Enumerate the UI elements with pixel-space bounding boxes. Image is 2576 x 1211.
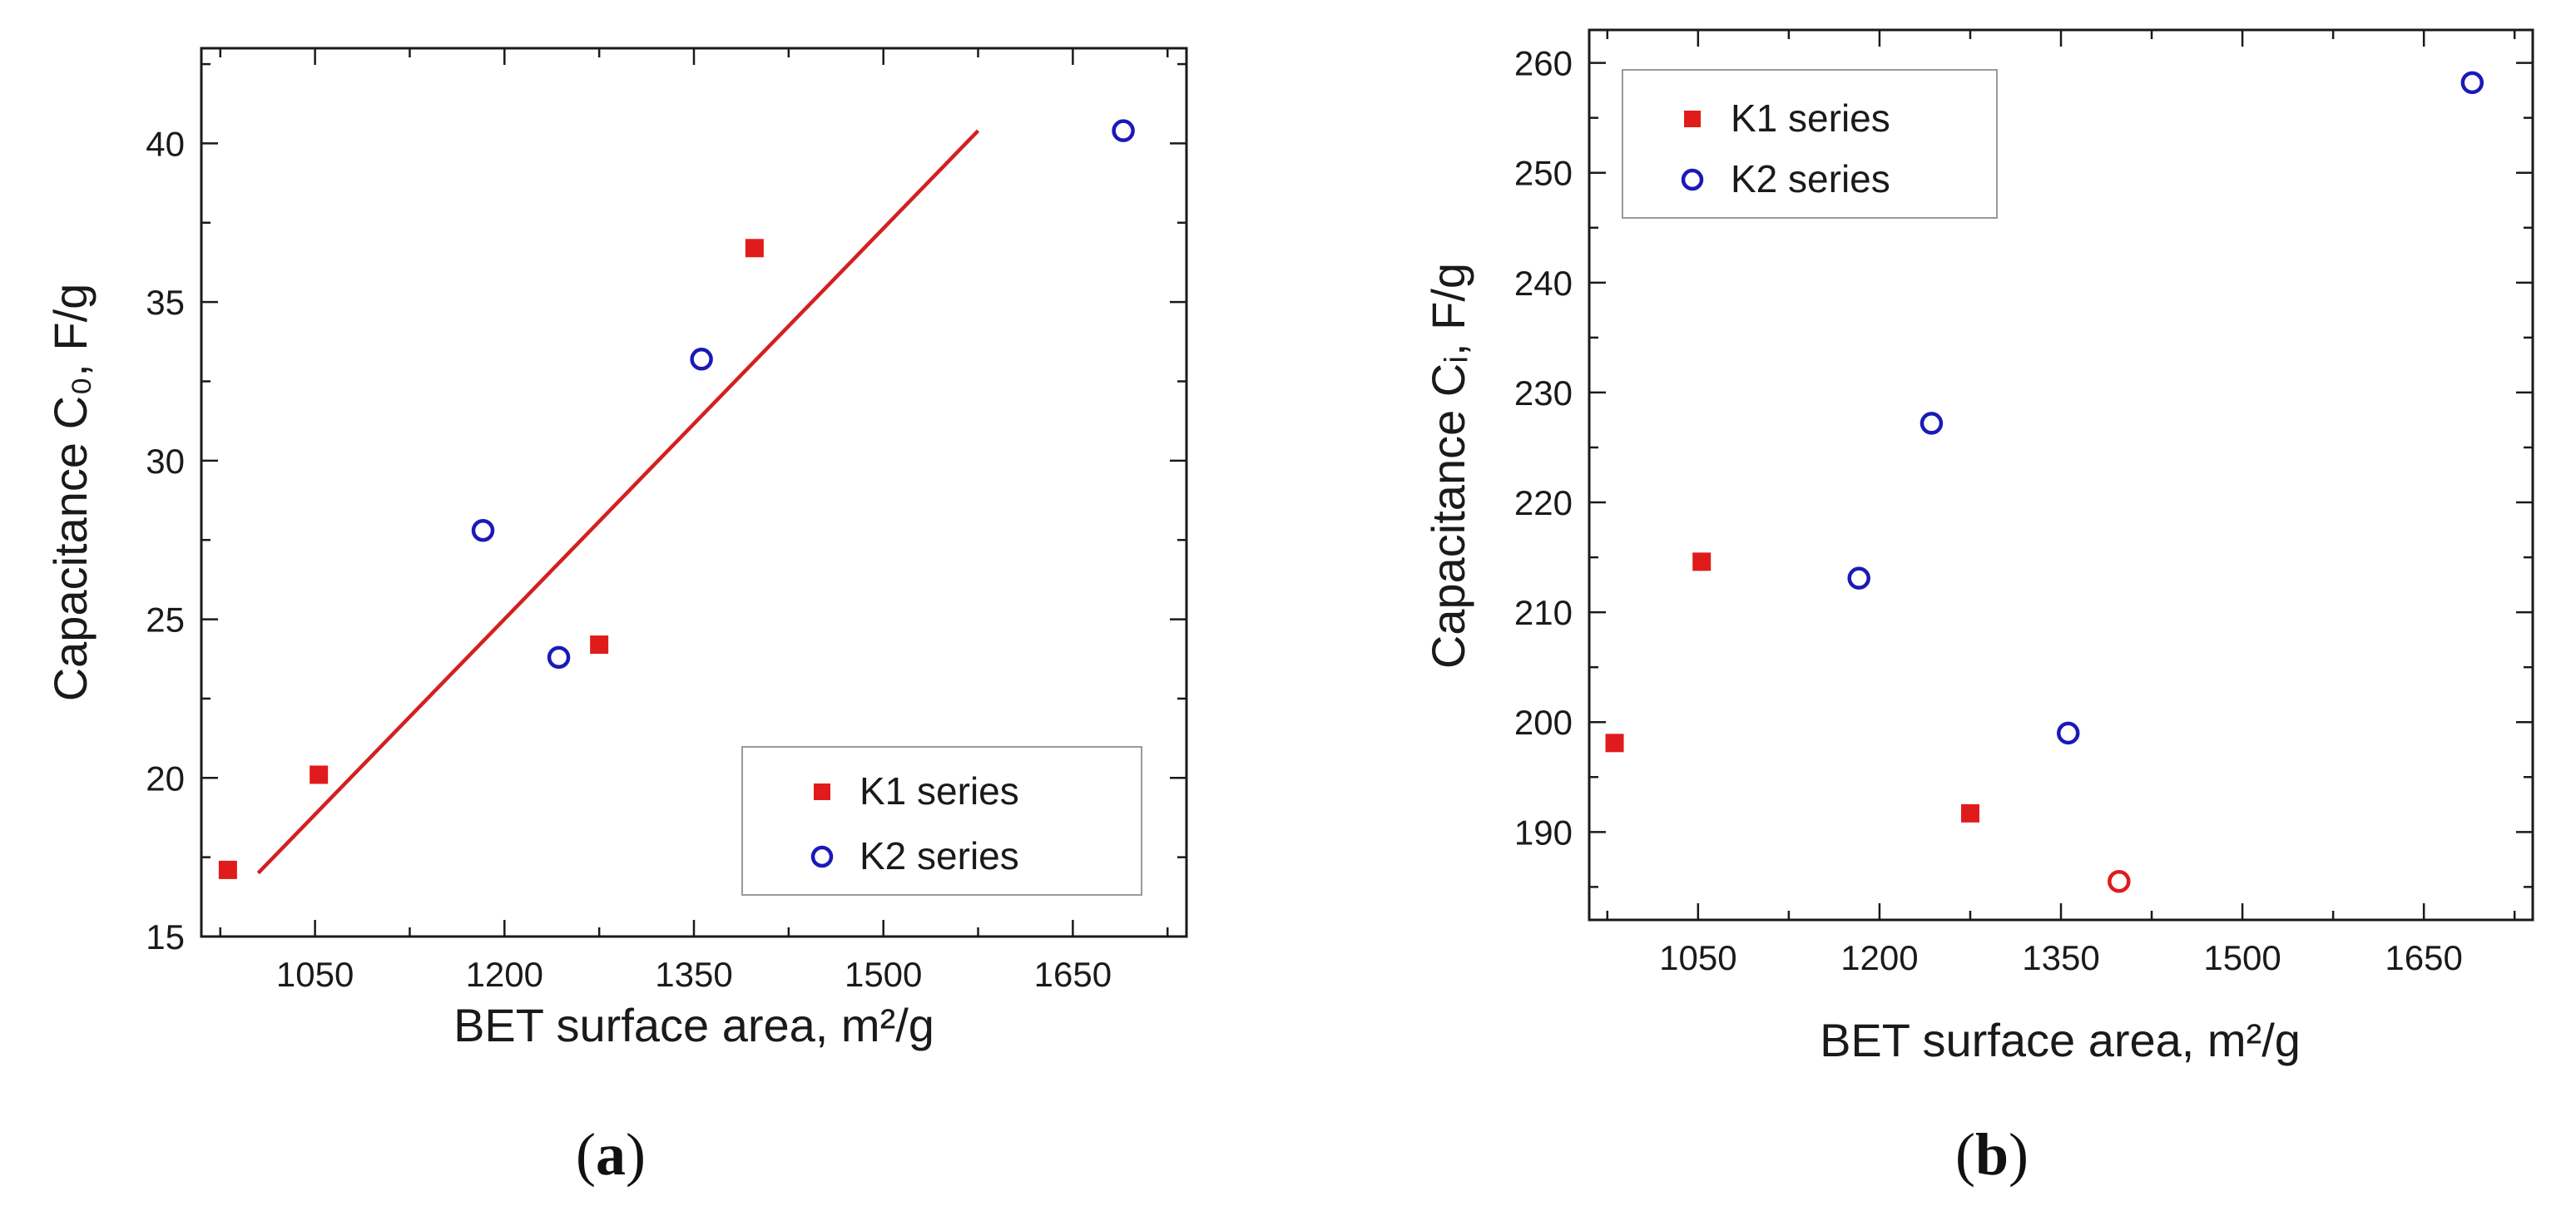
point-k2-series [1847, 566, 1870, 590]
y-axis-title-a: Capacitance C₀, F/g [44, 284, 97, 702]
x-tick-labels-b: 1050 1200 1350 1500 1650 [1659, 938, 2463, 977]
x-tick-label: 1500 [2203, 938, 2281, 977]
point-k2-series [690, 348, 713, 371]
point-k2-series [2056, 721, 2080, 745]
x-tick-label: 1350 [2022, 938, 2099, 977]
y-tick-label: 25 [146, 601, 185, 640]
legend-label-k2-a: K2 series [859, 834, 1019, 877]
caption-letter-a: a [596, 1121, 626, 1188]
y-axis-title-b: Capacitance Cᵢ, F/g [1422, 263, 1474, 669]
caption-b: (b) [1955, 1121, 2029, 1188]
point-k1-series [745, 239, 764, 258]
y-tick-label: 190 [1514, 813, 1573, 852]
x-tick-label: 1050 [276, 955, 354, 994]
point-k2-series [547, 645, 571, 670]
data-points-b [1605, 71, 2484, 893]
y-tick-label: 240 [1514, 264, 1573, 303]
axis-ticks-b [1589, 30, 2533, 920]
caption-a: (a) [576, 1121, 646, 1188]
x-tick-label: 1350 [655, 955, 732, 994]
y-tick-label: 20 [146, 759, 185, 798]
y-tick-label: 15 [146, 917, 185, 956]
legend-a: K1 series K2 series [741, 746, 1142, 896]
legend-b: K1 series K2 series [1622, 69, 1998, 219]
legend-box-a [741, 746, 1142, 896]
x-tick-label: 1200 [1840, 938, 1918, 977]
y-tick-label: 230 [1514, 373, 1573, 413]
y-tick-labels-b: 190 200 210 220 230 240 250 260 [1514, 44, 1573, 853]
y-tick-label: 210 [1514, 593, 1573, 632]
axis-ticks-a [201, 48, 1186, 938]
y-tick-label: 35 [146, 283, 185, 322]
caption-open-a: ( [576, 1121, 596, 1188]
legend-label-k1-a: K1 series [859, 769, 1019, 813]
point-k1-series [590, 635, 609, 655]
y-tick-labels-a: 15 20 25 30 35 40 [146, 124, 185, 956]
point-k2-series [1112, 119, 1135, 142]
x-axis-title-a: BET surface area, m²/g [453, 999, 934, 1051]
legend-label-k1-b: K1 series [1731, 96, 1890, 140]
x-tick-labels-a: 1050 1200 1350 1500 1650 [276, 955, 1112, 994]
point-k1-series [218, 860, 237, 879]
legend-marker-k2-a [810, 845, 834, 868]
point-red-circle [2108, 870, 2131, 893]
point-k2-series [471, 519, 495, 542]
x-tick-label: 1650 [2385, 938, 2462, 977]
chart-panel-b: 1050 1200 1350 1500 1650 190 200 210 220 230 240 2… [1422, 28, 2534, 1188]
x-tick-label: 1050 [1659, 938, 1736, 977]
y-tick-label: 200 [1514, 703, 1573, 742]
chart-panel-a: 1050 1200 1350 1500 1650 15 20 25 30 35 40 K1 ser… [44, 47, 1188, 1188]
point-k2-series [1920, 412, 1944, 435]
y-tick-label: 40 [146, 124, 185, 163]
x-axis-title-b: BET surface area, m²/g [1820, 1014, 2301, 1066]
point-k1-series [1605, 734, 1624, 753]
legend-box-b [1622, 69, 1998, 219]
x-tick-label: 1200 [466, 955, 543, 994]
caption-open-b: ( [1955, 1121, 1975, 1188]
x-tick-label: 1650 [1034, 955, 1112, 994]
data-points-a [218, 119, 1135, 879]
point-k1-series [1692, 552, 1712, 571]
y-tick-label: 260 [1514, 44, 1573, 83]
caption-letter-b: b [1975, 1121, 2009, 1188]
legend-label-k2-b: K2 series [1731, 157, 1890, 200]
x-tick-label: 1500 [845, 955, 922, 994]
y-tick-label: 220 [1514, 483, 1573, 522]
legend-marker-k1-b [1684, 111, 1701, 127]
caption-close-b: ) [2009, 1121, 2029, 1188]
caption-close-a: ) [626, 1121, 646, 1188]
y-tick-label: 250 [1514, 154, 1573, 193]
point-k1-series [1960, 803, 1979, 823]
legend-marker-k1-a [814, 783, 830, 800]
point-k1-series [310, 765, 329, 784]
point-k2-series [2460, 71, 2484, 95]
fit-line-a [256, 129, 980, 875]
y-tick-label: 30 [146, 442, 185, 481]
legend-marker-k2-b [1681, 168, 1704, 191]
